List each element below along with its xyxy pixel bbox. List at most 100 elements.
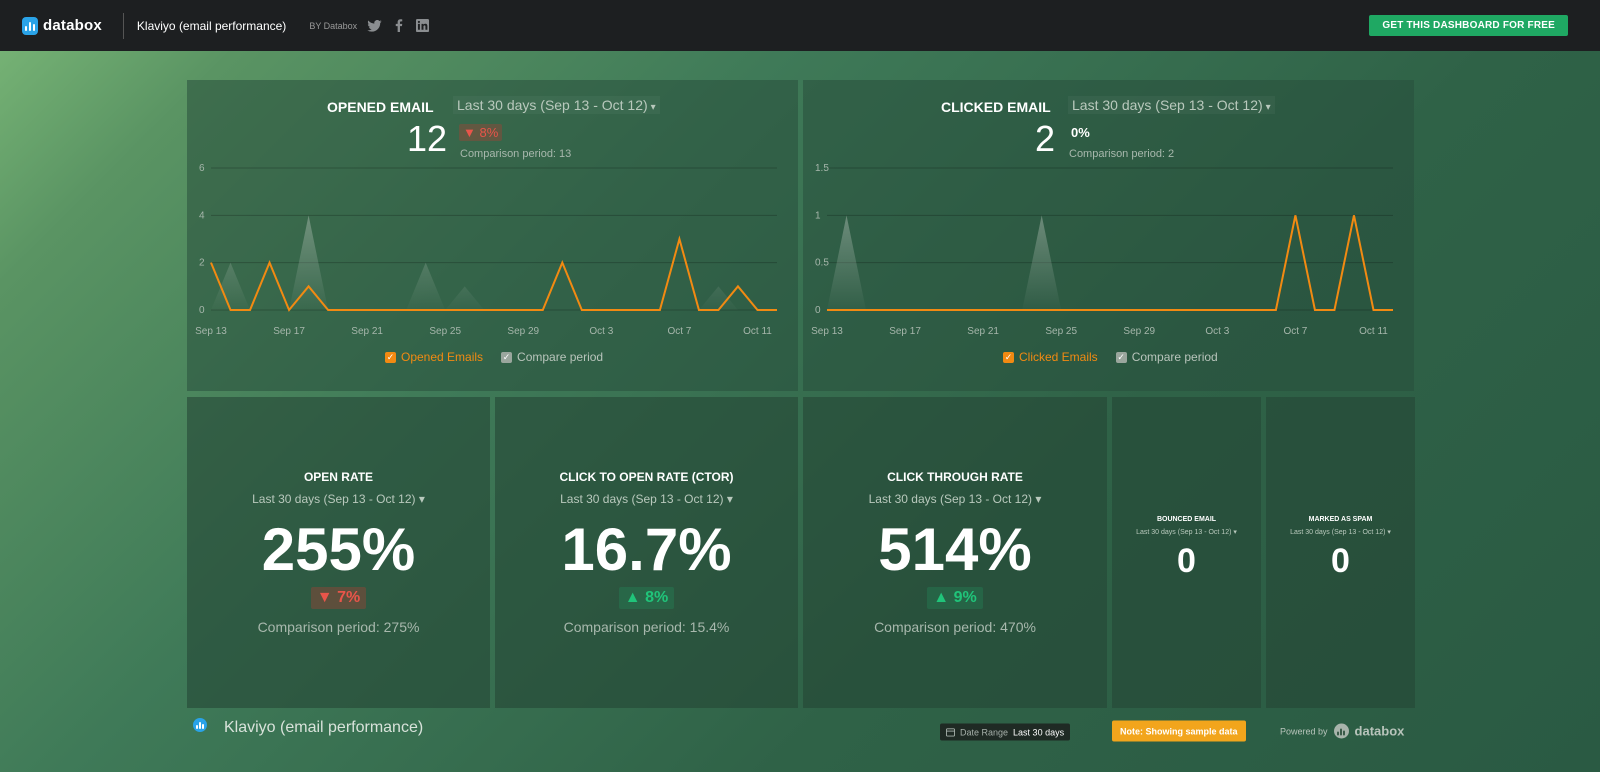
footer-databox-icon [193,718,207,732]
chevron-down-icon: ▾ [650,102,656,113]
date-range-value: Last 30 days [1013,727,1065,737]
footer-dashboard-title: Klaviyo (email performance) [224,719,424,736]
x-tick-label: Oct 3 [589,326,613,337]
y-tick-label: 0.5 [815,258,829,269]
y-tick-label: 1 [815,210,821,221]
y-tick-label: 4 [199,210,205,221]
by-databox-text: BY Databox [309,20,358,31]
metric-value: 0 [1177,542,1196,580]
y-tick-label: 6 [199,163,205,174]
ctor-panel: CLICK TO OPEN RATE (CTOR) Last 30 days (… [495,397,798,708]
opened-email-panel: OPENED EMAIL Last 30 days (Sep 13 - Oct … [187,80,798,391]
chevron-down-icon: ▾ [1265,102,1271,113]
legend-clicked-emails[interactable]: ✓ Clicked Emails [1003,350,1098,364]
comparison-text: Comparison period: 2 [1069,148,1175,160]
y-tick-label: 2 [199,258,205,269]
clicked-email-panel: CLICKED EMAIL Last 30 days (Sep 13 - Oct… [803,80,1414,391]
databox-logo-icon [1333,723,1349,739]
chevron-down-icon: ▾ [418,492,425,506]
chart-legend: ✓ Clicked Emails ✓ Compare period [1003,350,1218,364]
date-range-select[interactable]: Last 30 days (Sep 13 - Oct 12) ▾ [1112,528,1261,536]
y-tick-label: 1.5 [815,163,829,174]
x-tick-label: Sep 25 [1045,326,1077,337]
date-range-select[interactable]: Last 30 days (Sep 13 - Oct 12) ▾ [1266,528,1415,536]
x-tick-label: Oct 11 [743,326,772,337]
checkbox-checked-icon: ✓ [501,351,513,363]
date-range-label: Last 30 days (Sep 13 - Oct 12) [1072,97,1263,113]
x-tick-label: Oct 3 [1205,326,1229,337]
metric-value: 16.7% [561,516,732,583]
click-through-rate-panel: CLICK THROUGH RATE Last 30 days (Sep 13 … [803,397,1107,708]
x-tick-label: Sep 29 [507,326,539,337]
x-tick-label: Sep 21 [967,326,999,337]
powered-by-databox[interactable]: Powered by databox [1280,723,1405,739]
clicked-email-chart: 0 0.5 1 1.5 Sep 13 Sep 17 Sep 21 Sep 25 Sep 29 Oc… [811,163,1393,337]
delta-badge: 0% [1071,125,1090,140]
date-range-select[interactable]: Last 30 days (Sep 13 - Oct 12) ▾ [803,492,1107,506]
y-tick-label: 0 [199,305,205,316]
comparison-text: Comparison period: 470% [874,619,1036,635]
compare-period-area [211,215,777,310]
top-bar: databox Klaviyo (email performance) BY D… [0,0,1600,51]
kpi-value: 12 [407,118,448,159]
databox-logo-icon [22,16,38,35]
legend-label: Opened Emails [401,350,484,364]
y-tick-label: 0 [815,305,821,316]
calendar-icon [946,728,955,737]
x-tick-label: Sep 21 [351,326,383,337]
get-dashboard-button[interactable]: GET THIS DASHBOARD FOR FREE [1369,15,1568,36]
date-range-select[interactable]: Last 30 days (Sep 13 - Oct 12) ▾ [187,492,490,506]
x-tick-label: Sep 13 [811,326,843,337]
chart-title: OPENED EMAIL [327,99,434,115]
delta-badge: ▲ 9% [927,587,983,609]
date-range-label: Date Range [960,727,1009,737]
facebook-icon[interactable] [395,19,403,32]
x-tick-label: Oct 7 [1283,326,1307,337]
delta-badge: ▼ 7% [310,587,367,609]
linkedin-icon[interactable] [416,19,430,32]
metric-title: CLICK TO OPEN RATE (CTOR) [559,470,734,484]
x-tick-label: Sep 13 [195,326,227,337]
chevron-down-icon: ▾ [1035,492,1042,506]
metric-title: CLICK THROUGH RATE [887,470,1023,484]
brand-logo[interactable]: databox [22,16,102,35]
footer-date-range[interactable]: Date Range Last 30 days [940,723,1071,741]
date-range-select[interactable]: Last 30 days (Sep 13 - Oct 12) ▾ [453,96,660,114]
metric-value: 255% [261,516,416,583]
legend-compare-period[interactable]: ✓ Compare period [1115,350,1218,364]
date-range-label: Last 30 days (Sep 13 - Oct 12) [457,97,648,113]
opened-email-chart: 0 2 4 6 Sep 13 Sep 17 Sep 21 Sep 25 Sep 29 Oct 3 O… [195,163,777,337]
date-range-select[interactable]: Last 30 days (Sep 13 - Oct 12) ▾ [495,492,798,506]
chevron-down-icon: ▾ [726,492,733,506]
date-range-label: Last 30 days (Sep 13 - Oct 12) [1290,529,1386,536]
legend-compare-period[interactable]: ✓ Compare period [501,350,603,364]
x-tick-label: Sep 29 [1123,326,1155,337]
delta-badge: ▲ 8% [618,587,675,609]
chart-legend: ✓ Opened Emails ✓ Compare period [385,350,603,364]
legend-label: Compare period [517,350,604,364]
comparison-text: Comparison period: 13 [460,148,572,160]
checkbox-checked-icon: ✓ [385,351,396,363]
checkbox-checked-icon: ✓ [1003,351,1014,363]
date-range-label: Last 30 days (Sep 13 - Oct 12) [1136,529,1232,536]
delta-badge: ▼ 8% [459,124,503,141]
open-rate-panel: OPEN RATE Last 30 days (Sep 13 - Oct 12)… [187,397,490,708]
x-tick-label: Oct 7 [667,326,691,337]
powered-brand: databox [1354,723,1405,739]
date-range-select[interactable]: Last 30 days (Sep 13 - Oct 12) ▾ [1068,96,1275,114]
comparison-text: Comparison period: 15.4% [563,619,730,635]
metric-title: BOUNCED EMAIL [1156,516,1217,523]
powered-by-label: Powered by [1280,726,1328,736]
comparison-text: Comparison period: 275% [257,619,420,635]
metric-title: MARKED AS SPAM [1308,516,1373,523]
legend-label: Clicked Emails [1019,350,1098,364]
x-tick-label: Sep 17 [889,326,921,337]
legend-opened-emails[interactable]: ✓ Opened Emails [385,350,483,364]
date-range-label: Last 30 days (Sep 13 - Oct 12) [868,492,1033,506]
chart-title: CLICKED EMAIL [941,99,1051,115]
kpi-value: 2 [1035,118,1056,159]
metric-title: OPEN RATE [303,470,374,484]
metric-value: 0 [1331,542,1350,580]
twitter-icon[interactable] [367,19,382,32]
checkbox-checked-icon: ✓ [1115,351,1127,363]
